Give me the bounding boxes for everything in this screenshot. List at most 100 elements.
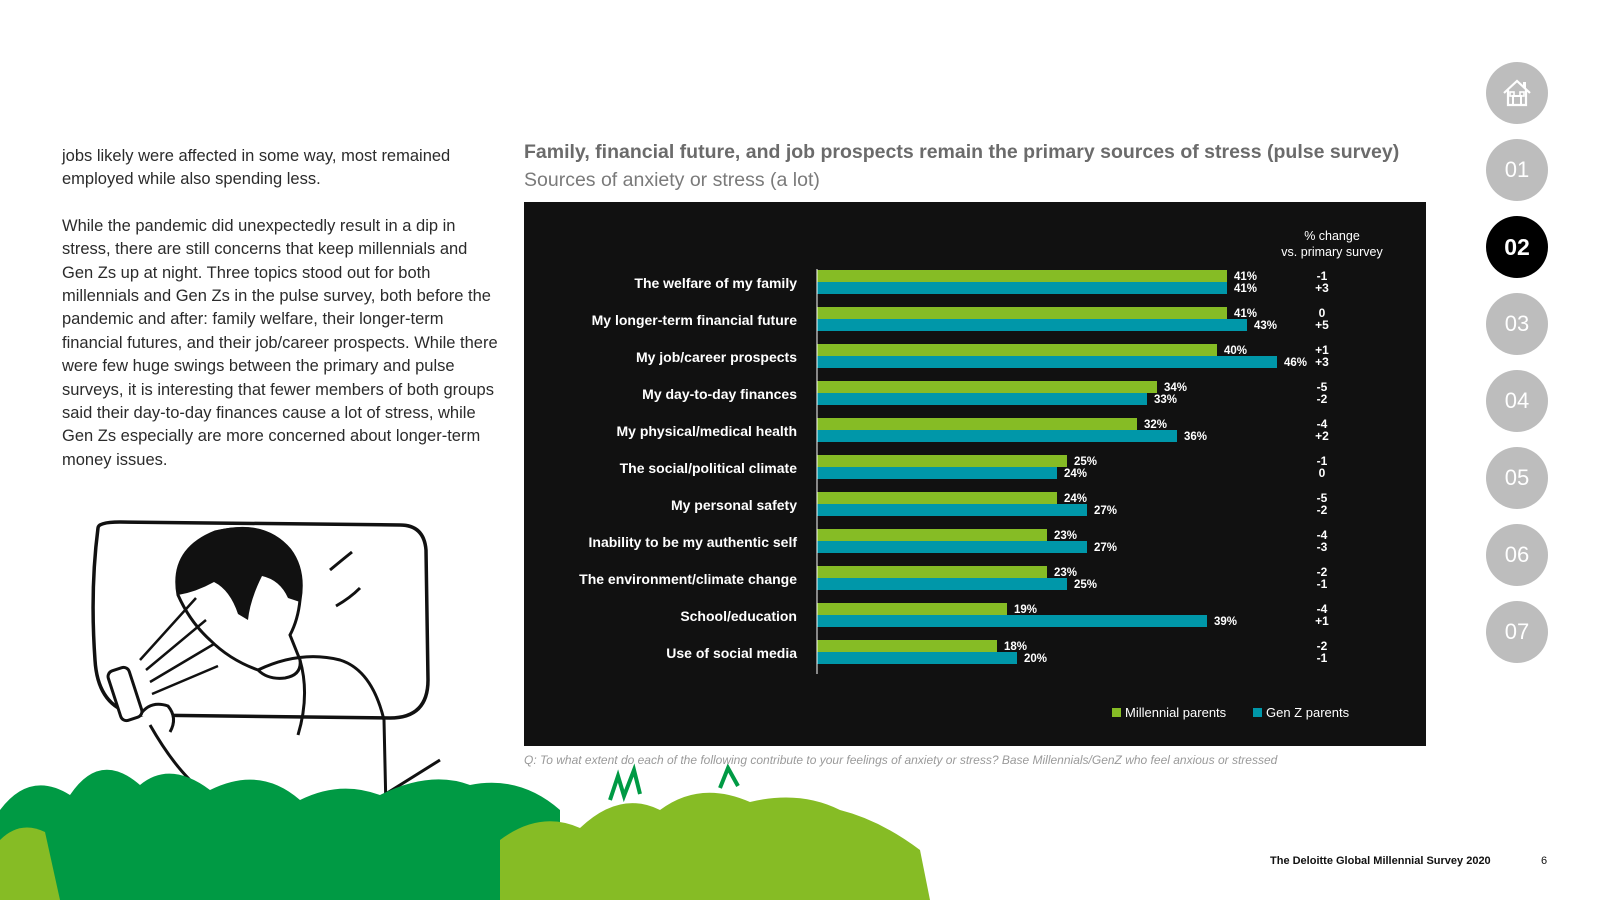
data-label: 18%: [1004, 641, 1027, 653]
change-value: -1: [1317, 269, 1328, 283]
home-button[interactable]: [1486, 62, 1548, 124]
data-label: 33%: [1154, 394, 1177, 406]
data-label: 25%: [1074, 579, 1097, 591]
change-value: -3: [1317, 540, 1328, 554]
data-label: 27%: [1094, 505, 1117, 517]
change-value: 0: [1319, 466, 1326, 480]
nav-section-03[interactable]: 03: [1486, 293, 1548, 355]
nav-section-04[interactable]: 04: [1486, 370, 1548, 432]
change-value: -2: [1317, 503, 1328, 517]
data-label: 19%: [1014, 604, 1037, 616]
change-value: +3: [1315, 355, 1329, 369]
bar-millennial: [817, 344, 1217, 356]
change-value: -1: [1317, 454, 1328, 468]
body-paragraph-1: jobs likely were affected in some way, m…: [62, 147, 451, 189]
person-in-bed-illustration: [0, 520, 930, 900]
legend-swatch-genz: [1253, 708, 1262, 717]
chart-footnote: Q: To what extent do each of the followi…: [524, 753, 1278, 767]
bar-genz: [817, 356, 1277, 368]
change-value: -4: [1317, 602, 1328, 616]
change-header-line1: % change: [1304, 229, 1360, 243]
data-label: 40%: [1224, 345, 1247, 357]
category-label: My day-to-day finances: [642, 386, 797, 402]
bar-millennial: [817, 529, 1047, 541]
change-value: -1: [1317, 577, 1328, 591]
legend-label-genz: Gen Z parents: [1266, 705, 1350, 720]
bar-millennial: [817, 640, 997, 652]
change-value: +2: [1315, 429, 1329, 443]
data-label: 20%: [1024, 653, 1047, 665]
category-label: The welfare of my family: [634, 275, 797, 291]
category-label: Use of social media: [666, 645, 797, 661]
data-label: 34%: [1164, 382, 1187, 394]
change-value: -4: [1317, 417, 1328, 431]
category-label: The social/political climate: [620, 460, 798, 476]
nav-section-07[interactable]: 07: [1486, 601, 1548, 663]
change-value: +3: [1315, 281, 1329, 295]
data-label: 41%: [1234, 271, 1257, 283]
data-label: 23%: [1054, 567, 1077, 579]
legend: Millennial parents Gen Z parents: [1112, 705, 1350, 720]
bar-chart: % change vs. primary survey The welfare …: [579, 229, 1383, 720]
data-label: 36%: [1184, 431, 1207, 443]
bar-millennial: [817, 270, 1227, 282]
bar-genz: [817, 430, 1177, 442]
category-label: School/education: [680, 608, 797, 624]
chart-title: Family, financial future, and job prospe…: [524, 141, 1400, 163]
nav-section-06[interactable]: 06: [1486, 524, 1548, 586]
data-label: 23%: [1054, 530, 1077, 542]
nav-section-01[interactable]: 01: [1486, 139, 1548, 201]
nav-section-05[interactable]: 05: [1486, 447, 1548, 509]
bar-genz: [817, 578, 1067, 590]
change-value: +1: [1315, 343, 1329, 357]
category-label: My physical/medical health: [616, 423, 797, 439]
change-value: +5: [1315, 318, 1329, 332]
category-label: My longer-term financial future: [592, 312, 798, 328]
bar-genz: [817, 319, 1247, 331]
bar-millennial: [817, 307, 1227, 319]
data-label: 41%: [1234, 283, 1257, 295]
bar-genz: [817, 504, 1087, 516]
legend-swatch-millennial: [1112, 708, 1121, 717]
change-value: -5: [1317, 491, 1328, 505]
chart-panel: % change vs. primary survey The welfare …: [524, 202, 1426, 746]
body-paragraph-2: While the pandemic did unexpectedly resu…: [62, 216, 498, 469]
nav-section-02[interactable]: 02: [1486, 216, 1548, 278]
legend-label-millennial: Millennial parents: [1125, 705, 1227, 720]
data-label: 24%: [1064, 493, 1087, 505]
page-number: 6: [1541, 855, 1548, 867]
category-label: The environment/climate change: [579, 571, 797, 587]
home-icon: [1503, 79, 1531, 107]
bar-genz: [817, 541, 1087, 553]
category-label: My personal safety: [671, 497, 797, 513]
bar-genz: [817, 652, 1017, 664]
data-label: 27%: [1094, 542, 1117, 554]
bar-genz: [817, 467, 1057, 479]
data-label: 25%: [1074, 456, 1097, 468]
bar-genz: [817, 282, 1227, 294]
change-value: -2: [1317, 565, 1328, 579]
footer-title: The Deloitte Global Millennial Survey 20…: [1270, 855, 1491, 867]
bar-millennial: [817, 492, 1057, 504]
change-header-line2: vs. primary survey: [1281, 245, 1383, 259]
change-value: -5: [1317, 380, 1328, 394]
bar-millennial: [817, 455, 1067, 467]
chart-subtitle: Sources of anxiety or stress (a lot): [524, 169, 820, 191]
data-label: 46%: [1284, 357, 1307, 369]
data-label: 41%: [1234, 308, 1257, 320]
change-value: -4: [1317, 528, 1328, 542]
bar-millennial: [817, 418, 1137, 430]
change-value: 0: [1319, 306, 1326, 320]
bar-genz: [817, 393, 1147, 405]
body-text: jobs likely were affected in some way, m…: [62, 145, 502, 495]
data-label: 24%: [1064, 468, 1087, 480]
category-label: My job/career prospects: [636, 349, 797, 365]
data-label: 43%: [1254, 320, 1277, 332]
bar-genz: [817, 615, 1207, 627]
bar-millennial: [817, 566, 1047, 578]
bar-millennial: [817, 381, 1157, 393]
bar-millennial: [817, 603, 1007, 615]
data-label: 39%: [1214, 616, 1237, 628]
change-value: -1: [1317, 651, 1328, 665]
data-label: 32%: [1144, 419, 1167, 431]
